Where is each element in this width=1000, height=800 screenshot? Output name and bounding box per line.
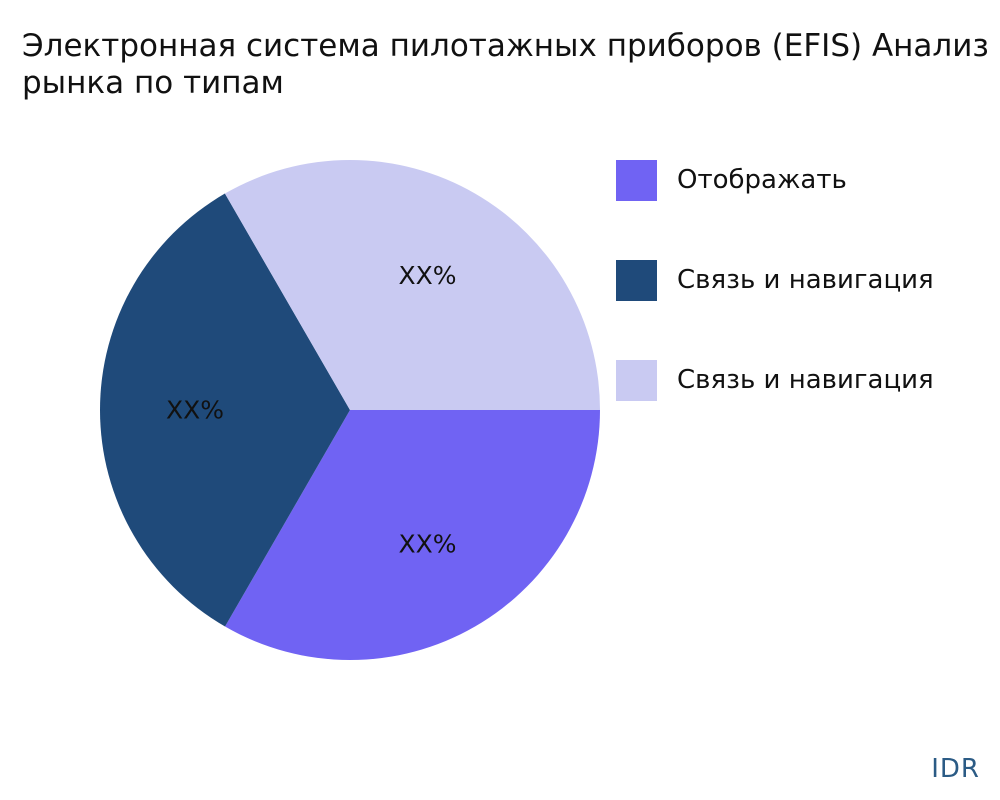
brand-watermark: IDR: [931, 754, 980, 784]
pie-label-comm-nav-light: XX%: [398, 261, 456, 290]
chart-title: Электронная система пилотажных приборов …: [22, 28, 1000, 108]
legend-swatch-comm-nav-dark: [616, 259, 657, 301]
legend-item-comm-nav-light: Связь и навигация: [616, 359, 934, 401]
legend-item-comm-nav-dark: Связь и навигация: [616, 259, 934, 301]
pie-label-display: XX%: [399, 530, 457, 559]
chart-legend: Отображать Связь и навигация Связь и нав…: [616, 159, 934, 459]
legend-label-display: Отображать: [677, 165, 847, 195]
pie-slice-comm-nav-dark: [99, 193, 350, 627]
legend-label-comm-nav-dark: Связь и навигация: [677, 265, 934, 295]
chart-title-line-1: Электронная система пилотажных приборов …: [22, 28, 989, 64]
pie-slice-comm-nav-light: [224, 159, 601, 410]
chart-title-line-2: рынка по типам: [22, 65, 284, 101]
pie-label-comm-nav-dark: XX%: [166, 396, 224, 425]
pie-slice-display: [225, 410, 600, 661]
legend-swatch-comm-nav-light: [616, 359, 657, 401]
legend-label-comm-nav-light: Связь и навигация: [677, 365, 934, 395]
legend-item-display: Отображать: [616, 159, 934, 201]
legend-swatch-display: [616, 159, 657, 201]
